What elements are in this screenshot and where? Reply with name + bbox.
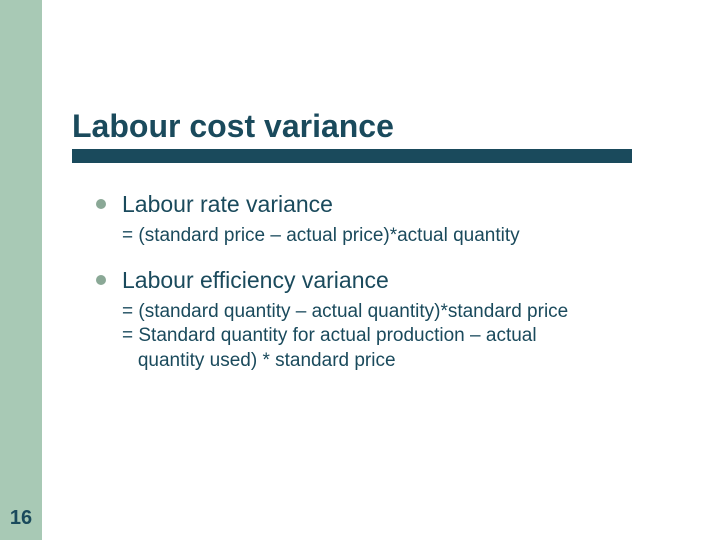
- formula-block: = (standard price – actual price)*actual…: [122, 224, 656, 249]
- slide-title: Labour cost variance: [72, 108, 632, 149]
- title-block: Labour cost variance: [72, 108, 632, 163]
- formula-line: = (standard quantity – actual quantity)*…: [122, 300, 656, 325]
- formula-line: quantity used) * standard price: [122, 349, 656, 374]
- bullet-item: Labour rate variance = (standard price –…: [96, 191, 656, 249]
- slide-content: Labour cost variance Labour rate varianc…: [42, 0, 720, 540]
- page-number: 16: [0, 507, 42, 530]
- formula-line: = Standard quantity for actual productio…: [122, 324, 656, 349]
- bullet-row: Labour rate variance: [96, 191, 656, 218]
- sidebar: 16: [0, 0, 42, 540]
- bullet-dot-icon: [96, 199, 106, 209]
- title-underline: [72, 149, 632, 163]
- bullet-item: Labour efficiency variance = (standard q…: [96, 267, 656, 374]
- bullet-label: Labour rate variance: [122, 191, 333, 218]
- formula-line: = (standard price – actual price)*actual…: [122, 224, 656, 249]
- formula-block: = (standard quantity – actual quantity)*…: [122, 300, 656, 374]
- bullet-row: Labour efficiency variance: [96, 267, 656, 294]
- bullet-dot-icon: [96, 275, 106, 285]
- bullet-label: Labour efficiency variance: [122, 267, 389, 294]
- bullet-list: Labour rate variance = (standard price –…: [96, 191, 656, 374]
